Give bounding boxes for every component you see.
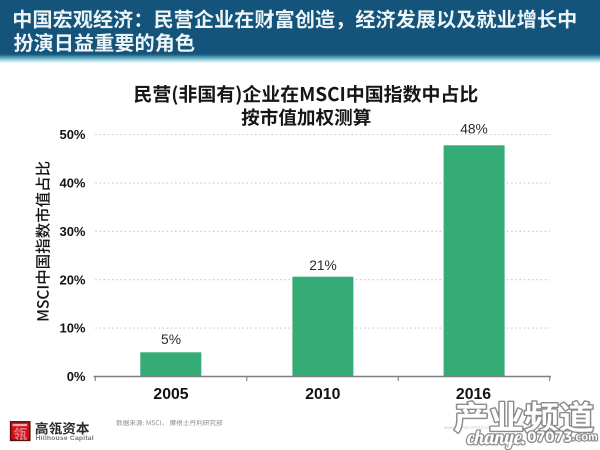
svg-text:0%: 0% — [67, 369, 86, 384]
svg-text:Hillhouse Capital: Hillhouse Capital — [36, 435, 94, 442]
svg-text:20%: 20% — [59, 272, 85, 287]
svg-text:5%: 5% — [161, 332, 181, 347]
svg-text:40%: 40% — [59, 176, 85, 191]
svg-text:2010: 2010 — [305, 386, 340, 403]
svg-text:21%: 21% — [309, 258, 337, 273]
svg-text:2005: 2005 — [153, 386, 188, 403]
svg-text:10%: 10% — [59, 321, 85, 336]
svg-text:www.chanye.07073.com: www.chanye.07073.com — [444, 425, 493, 430]
svg-text:50%: 50% — [59, 127, 85, 142]
svg-text:30%: 30% — [59, 224, 85, 239]
svg-text:48%: 48% — [460, 122, 488, 137]
svg-text:2016: 2016 — [456, 386, 491, 403]
